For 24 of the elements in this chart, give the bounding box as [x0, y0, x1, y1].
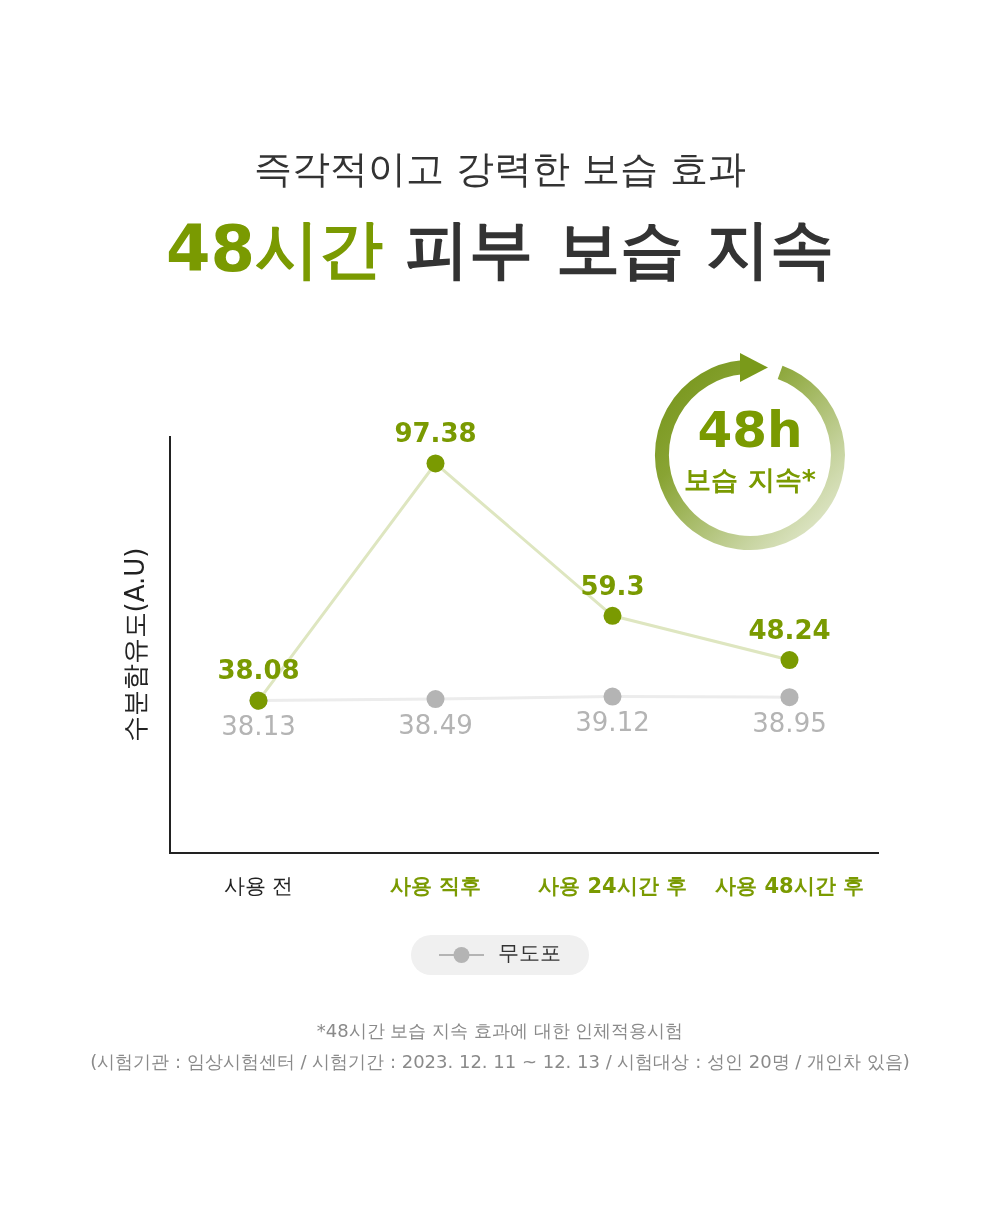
point	[780, 651, 799, 670]
point	[603, 606, 622, 625]
x-tick-label: 사용 48시간 후	[715, 874, 864, 899]
data-label: 38.08	[217, 655, 300, 686]
data-label: 38.95	[752, 707, 827, 738]
point	[603, 687, 622, 706]
point	[426, 690, 445, 709]
legend-label: 무도포	[498, 941, 561, 966]
data-label: 59.3	[580, 570, 645, 601]
data-label: 38.13	[221, 711, 296, 742]
x-tick-label: 사용 전	[223, 874, 294, 899]
data-label: 97.38	[394, 418, 477, 449]
data-label: 48.24	[748, 614, 831, 645]
y-axis-title: 수분함유도(A.U)	[120, 547, 151, 743]
x-tick-label: 사용 24시간 후	[538, 874, 687, 899]
point	[780, 688, 799, 707]
data-label: 38.49	[398, 709, 473, 740]
x-tick-label: 사용 직후	[389, 874, 482, 899]
chart-title: 48시간 피부 보습 지속	[166, 211, 834, 286]
point	[426, 454, 445, 473]
text: (시험기관 : 임상시험센터 / 시험기간 : 2023. 12. 11 ~ 12. 13 / 시험대상 : 성인 20명 / 개인차 있음)	[90, 1050, 910, 1072]
data-label: 39.12	[575, 707, 650, 738]
chart-subtitle: 즉각적이고 강력한 보습 효과	[253, 146, 747, 191]
text: *48시간 보습 지속 효과에 대한 인체적용시험	[316, 1019, 684, 1041]
